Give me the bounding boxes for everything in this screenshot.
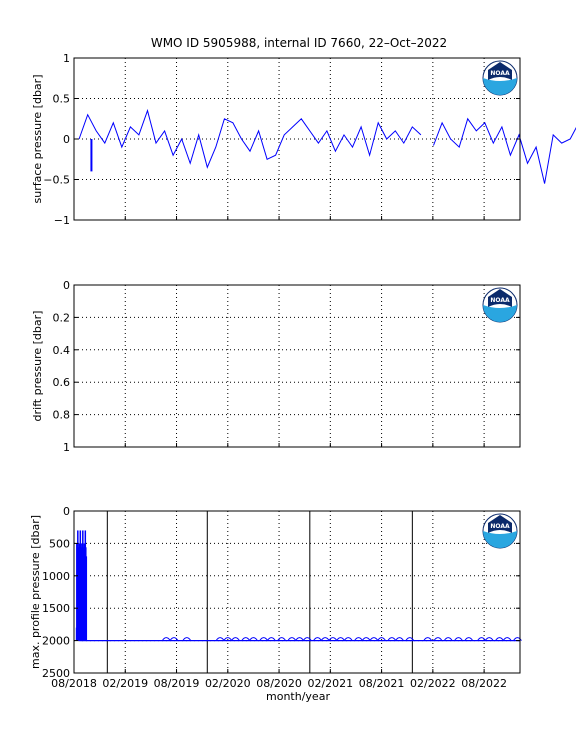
logo-wave — [483, 78, 517, 95]
profile-pressure-bump — [484, 637, 494, 641]
y-tick-label: 0 — [63, 133, 70, 146]
y-tick-label: 2500 — [42, 667, 70, 680]
profile-pressure-bump — [433, 637, 443, 641]
x-tick-label: 08/2020 — [256, 677, 302, 690]
y-axis-label: surface pressure [dbar] — [31, 75, 44, 204]
y-tick-label: 1000 — [42, 570, 70, 583]
logo-wave — [483, 531, 517, 548]
y-tick-label: 1 — [63, 52, 70, 65]
profile-pressure-bump — [313, 637, 322, 641]
profile-pressure-bump — [223, 637, 233, 641]
x-tick-label: 08/2019 — [154, 677, 200, 690]
profile-pressure-bump — [328, 637, 338, 641]
y-tick-label: 0.8 — [53, 409, 71, 422]
profile-pressure-bump — [405, 637, 415, 641]
logo-text: NOAA — [490, 70, 510, 77]
y-tick-label: 0.2 — [53, 311, 71, 324]
profile-pressure-bump — [161, 637, 171, 641]
profile-pressure-bump — [302, 637, 312, 641]
profile-pressure-bump — [241, 637, 251, 641]
profile-pressure-bump — [513, 637, 522, 641]
y-tick-label: −1 — [54, 214, 70, 227]
noaa-logo-icon: NOAA — [482, 513, 518, 549]
profile-pressure-bump — [182, 637, 192, 641]
y-tick-label: 1500 — [42, 602, 70, 615]
x-tick-label: 02/2020 — [205, 677, 251, 690]
profile-pressure-bump — [259, 637, 269, 641]
y-axis-label: drift pressure [dbar] — [31, 311, 44, 422]
x-axis-label: month/year — [266, 690, 330, 703]
noaa-logo-icon: NOAA — [482, 287, 518, 323]
logo-bird — [488, 515, 512, 533]
x-tick-label: 08/2022 — [461, 677, 507, 690]
x-tick-label: 02/2022 — [410, 677, 456, 690]
profile-pressure-bump — [320, 637, 330, 641]
profile-pressure-bump — [169, 637, 179, 641]
profile-pressure-bump — [443, 637, 453, 641]
noaa-logo-icon: NOAA — [482, 60, 518, 96]
axes-box — [73, 57, 521, 221]
profile-pressure-bump — [361, 637, 371, 641]
profile-pressure-bump — [377, 637, 387, 641]
profile-pressure-bump — [369, 637, 379, 641]
logo-bird — [488, 289, 512, 307]
profile-pressure-bump — [495, 637, 504, 641]
profile-pressure-bump — [277, 637, 287, 641]
logo-text: NOAA — [490, 297, 510, 304]
profile-pressure-bump — [395, 637, 404, 641]
logo-wave — [483, 305, 517, 322]
profile-pressure-bump — [464, 637, 474, 641]
profile-pressure-bump — [231, 637, 240, 641]
profile-pressure-bump — [423, 637, 433, 641]
logo-bird — [488, 62, 512, 80]
y-tick-label: 0 — [63, 279, 70, 292]
y-tick-label: 0 — [63, 505, 70, 518]
y-tick-label: 500 — [49, 537, 70, 550]
profile-pressure-bump — [287, 637, 297, 641]
profile-pressure-bump — [215, 637, 225, 641]
profile-pressure-bump — [336, 637, 345, 641]
profile-pressure-bump — [343, 637, 353, 641]
y-tick-label: 0.6 — [53, 376, 71, 389]
y-tick-label: 2000 — [42, 635, 70, 648]
axes-box — [73, 284, 521, 448]
profile-pressure-bump — [502, 637, 512, 641]
x-tick-label: 02/2019 — [102, 677, 148, 690]
panel-2: 0 0.2 0.4 0.6 0.8 1 drift pressure [dbar] NOAA — [31, 279, 521, 454]
axes-box — [73, 510, 521, 674]
profile-pressure-bump — [354, 637, 363, 641]
profile-pressure-bump — [249, 637, 258, 641]
surface-pressure-line-1 — [78, 108, 422, 169]
profile-pressure-bump — [266, 637, 276, 641]
profile-pressure-bump — [295, 637, 304, 641]
y-axis-label: max. profile pressure [dbar] — [29, 515, 42, 669]
logo-text: NOAA — [490, 523, 510, 530]
y-tick-label: 1 — [63, 441, 70, 454]
x-tick-label: 08/2018 — [51, 677, 97, 690]
chart-title: WMO ID 5905988, internal ID 7660, 22–Oct… — [151, 36, 447, 50]
panel-1: 1 0.5 0 −0.5 −1 surface pressure [dbar] NOAA — [31, 52, 576, 227]
surface-pressure-line-2 — [433, 117, 576, 184]
y-tick-label: 0.5 — [53, 93, 71, 106]
profile-pressure-bump — [454, 637, 463, 641]
x-tick-label: 08/2021 — [359, 677, 405, 690]
y-tick-label: 0.4 — [53, 344, 71, 357]
profile-pressure-bump — [477, 637, 486, 641]
profile-pressure-bump — [387, 637, 397, 641]
x-tick-label: 02/2021 — [307, 677, 353, 690]
y-tick-label: −0.5 — [43, 174, 70, 187]
